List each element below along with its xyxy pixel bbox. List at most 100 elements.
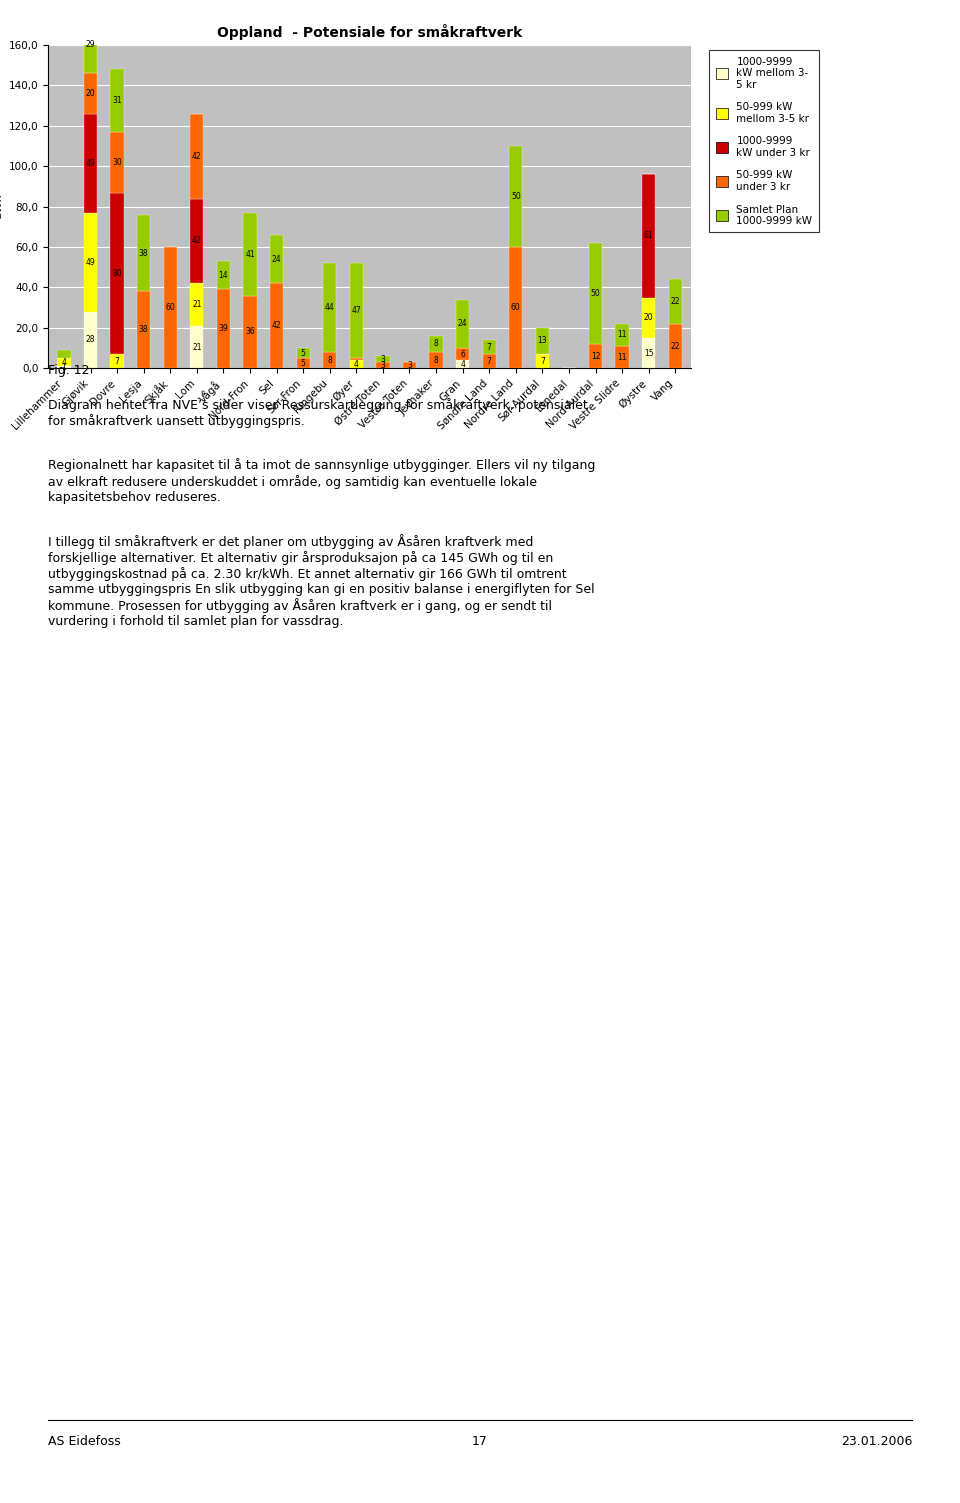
Bar xyxy=(429,352,443,368)
Bar xyxy=(190,114,204,198)
Text: 12: 12 xyxy=(590,352,600,361)
Bar xyxy=(270,284,283,368)
Text: 29: 29 xyxy=(85,39,95,48)
Text: 8: 8 xyxy=(434,356,439,365)
Bar xyxy=(137,215,151,292)
Bar xyxy=(110,132,124,192)
Text: 4: 4 xyxy=(460,359,465,368)
Text: 4: 4 xyxy=(354,359,359,368)
Bar xyxy=(324,352,336,368)
Text: 61: 61 xyxy=(644,231,654,240)
Text: 13: 13 xyxy=(538,337,547,346)
Bar xyxy=(349,361,363,368)
Bar xyxy=(58,367,71,368)
Text: 28: 28 xyxy=(85,335,95,344)
Bar xyxy=(483,355,496,368)
Text: 8: 8 xyxy=(327,356,332,365)
Bar xyxy=(297,358,310,368)
Bar xyxy=(297,349,310,358)
Bar xyxy=(349,263,363,358)
Bar xyxy=(456,299,469,349)
Text: 3: 3 xyxy=(407,361,412,370)
Text: Diagram hentet fra NVE’s sider viser Ressurskartlegging for småkraftverk, potens: Diagram hentet fra NVE’s sider viser Res… xyxy=(48,398,588,428)
Text: 36: 36 xyxy=(245,328,254,337)
Bar xyxy=(615,346,629,368)
Text: 23.01.2006: 23.01.2006 xyxy=(841,1435,912,1449)
Bar xyxy=(324,263,336,352)
Text: 4: 4 xyxy=(61,358,66,367)
Bar xyxy=(243,296,256,368)
Text: 7: 7 xyxy=(487,343,492,352)
Text: 49: 49 xyxy=(85,257,95,266)
Text: 42: 42 xyxy=(192,152,202,161)
Bar xyxy=(190,326,204,368)
Bar xyxy=(403,362,416,368)
Bar xyxy=(536,355,549,368)
Text: 60: 60 xyxy=(511,304,520,313)
Text: 39: 39 xyxy=(219,325,228,334)
Text: 3: 3 xyxy=(380,355,385,364)
Text: 22: 22 xyxy=(670,341,680,350)
Text: 21: 21 xyxy=(192,301,202,310)
Bar xyxy=(84,74,97,114)
Text: 5: 5 xyxy=(300,359,305,368)
Text: Fig. 12: Fig. 12 xyxy=(48,364,89,377)
Y-axis label: GWh: GWh xyxy=(0,194,3,219)
Bar xyxy=(483,340,496,355)
Text: 8: 8 xyxy=(434,340,439,349)
Legend: 1000-9999
kW mellom 3-
5 kr, 50-999 kW
mellom 3-5 kr, 1000-9999
kW under 3 kr, 5: 1000-9999 kW mellom 3- 5 kr, 50-999 kW m… xyxy=(709,50,819,233)
Bar xyxy=(376,362,390,368)
Text: 6: 6 xyxy=(460,350,465,359)
Text: 11: 11 xyxy=(617,353,627,362)
Text: 11: 11 xyxy=(617,331,627,340)
Text: Regionalnett har kapasitet til å ta imot de sannsynlige utbygginger. Ellers vil : Regionalnett har kapasitet til å ta imot… xyxy=(48,458,595,504)
Text: AS Eidefoss: AS Eidefoss xyxy=(48,1435,121,1449)
Bar xyxy=(376,356,390,362)
Bar xyxy=(110,355,124,368)
Text: 41: 41 xyxy=(245,249,254,259)
Text: 38: 38 xyxy=(139,325,149,334)
Bar xyxy=(456,349,469,361)
Bar xyxy=(588,243,602,344)
Text: 50: 50 xyxy=(590,289,600,298)
Bar xyxy=(217,290,230,368)
Text: 17: 17 xyxy=(472,1435,488,1449)
Bar xyxy=(668,323,682,368)
Text: 3: 3 xyxy=(380,361,385,370)
Text: 7: 7 xyxy=(487,356,492,365)
Text: 24: 24 xyxy=(458,319,468,328)
Bar xyxy=(509,146,522,246)
Text: 44: 44 xyxy=(324,304,335,313)
Bar xyxy=(190,284,204,326)
Text: 1: 1 xyxy=(61,362,66,371)
Bar xyxy=(668,280,682,323)
Text: I tillegg til småkraftverk er det planer om utbygging av Åsåren kraftverk med
fo: I tillegg til småkraftverk er det planer… xyxy=(48,534,594,628)
Text: 42: 42 xyxy=(272,322,281,331)
Bar xyxy=(642,298,656,338)
Bar xyxy=(270,234,283,284)
Text: 14: 14 xyxy=(219,271,228,280)
Bar xyxy=(456,361,469,368)
Bar xyxy=(642,174,656,298)
Text: 47: 47 xyxy=(351,307,361,316)
Bar xyxy=(58,358,71,367)
Bar xyxy=(190,198,204,284)
Text: 5: 5 xyxy=(300,349,305,358)
Bar xyxy=(509,246,522,368)
Bar xyxy=(110,192,124,355)
Text: 80: 80 xyxy=(112,269,122,278)
Text: 30: 30 xyxy=(112,158,122,167)
Bar xyxy=(429,335,443,352)
Bar xyxy=(536,328,549,355)
Bar xyxy=(615,323,629,346)
Bar xyxy=(84,114,97,213)
Bar xyxy=(84,15,97,74)
Text: 22: 22 xyxy=(670,298,680,307)
Text: 7: 7 xyxy=(114,356,120,365)
Bar xyxy=(84,311,97,368)
Bar xyxy=(58,350,71,358)
Bar xyxy=(588,344,602,368)
Text: 38: 38 xyxy=(139,248,149,257)
Bar xyxy=(137,292,151,368)
Title: Oppland  - Potensiale for småkraftverk: Oppland - Potensiale for småkraftverk xyxy=(217,24,522,39)
